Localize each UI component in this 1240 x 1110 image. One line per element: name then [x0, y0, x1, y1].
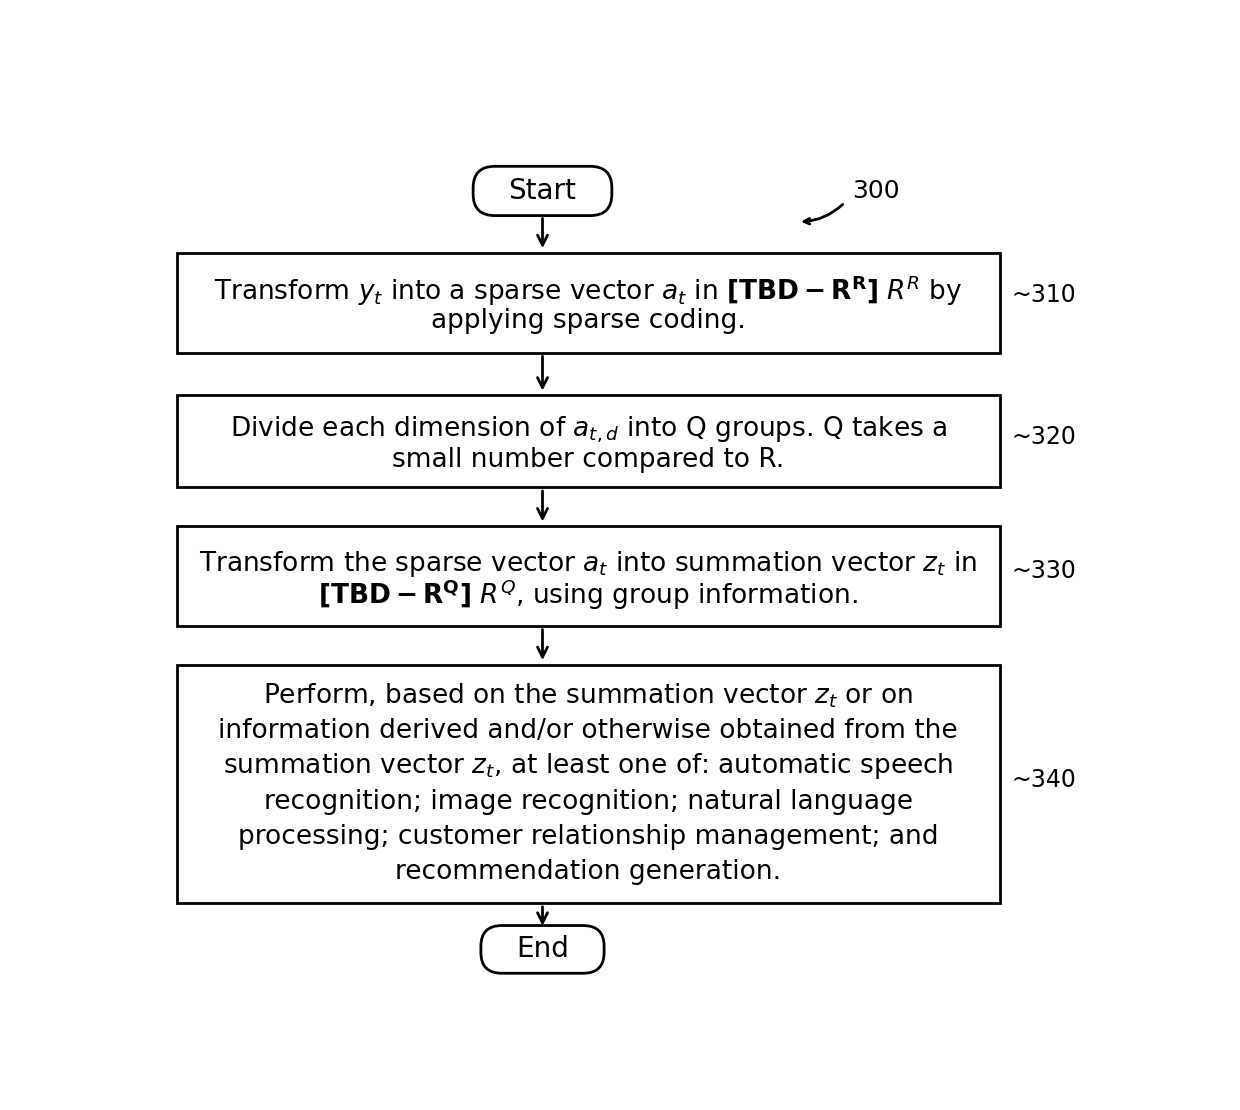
Text: Divide each dimension of $a_{t,d}$ into Q groups. Q takes a: Divide each dimension of $a_{t,d}$ into … [229, 414, 947, 445]
FancyBboxPatch shape [176, 253, 999, 353]
Text: ~310: ~310 [1012, 283, 1076, 306]
Text: processing; customer relationship management; and: processing; customer relationship manage… [238, 824, 939, 850]
Text: 300: 300 [853, 179, 900, 203]
Text: Perform, based on the summation vector $z_t$ or on: Perform, based on the summation vector $… [263, 682, 913, 709]
Text: End: End [516, 936, 569, 963]
Text: information derived and/or otherwise obtained from the: information derived and/or otherwise obt… [218, 718, 959, 744]
Text: recommendation generation.: recommendation generation. [396, 859, 781, 886]
Text: ~340: ~340 [1012, 768, 1076, 793]
FancyBboxPatch shape [481, 926, 604, 973]
Text: Transform the sparse vector $a_t$ into summation vector $z_t$ in: Transform the sparse vector $a_t$ into s… [200, 549, 977, 579]
Text: summation vector $z_t$, at least one of: automatic speech: summation vector $z_t$, at least one of:… [223, 751, 954, 781]
FancyBboxPatch shape [176, 395, 999, 487]
FancyBboxPatch shape [474, 166, 611, 215]
Text: ~330: ~330 [1012, 558, 1076, 583]
FancyBboxPatch shape [176, 665, 999, 904]
FancyBboxPatch shape [176, 526, 999, 626]
Text: Transform $y_t$ into a sparse vector $a_t$ in $\mathbf{[TBD - R^R]}$ $R^R$ by: Transform $y_t$ into a sparse vector $a_… [215, 274, 962, 309]
Text: ~320: ~320 [1012, 425, 1076, 450]
Text: Start: Start [508, 176, 577, 205]
Text: recognition; image recognition; natural language: recognition; image recognition; natural … [264, 788, 913, 815]
Text: applying sparse coding.: applying sparse coding. [430, 309, 745, 334]
Text: $\mathbf{[TBD - R^Q]}$ $R^Q$, using group information.: $\mathbf{[TBD - R^Q]}$ $R^Q$, using grou… [319, 577, 858, 612]
Text: small number compared to R.: small number compared to R. [392, 446, 785, 473]
